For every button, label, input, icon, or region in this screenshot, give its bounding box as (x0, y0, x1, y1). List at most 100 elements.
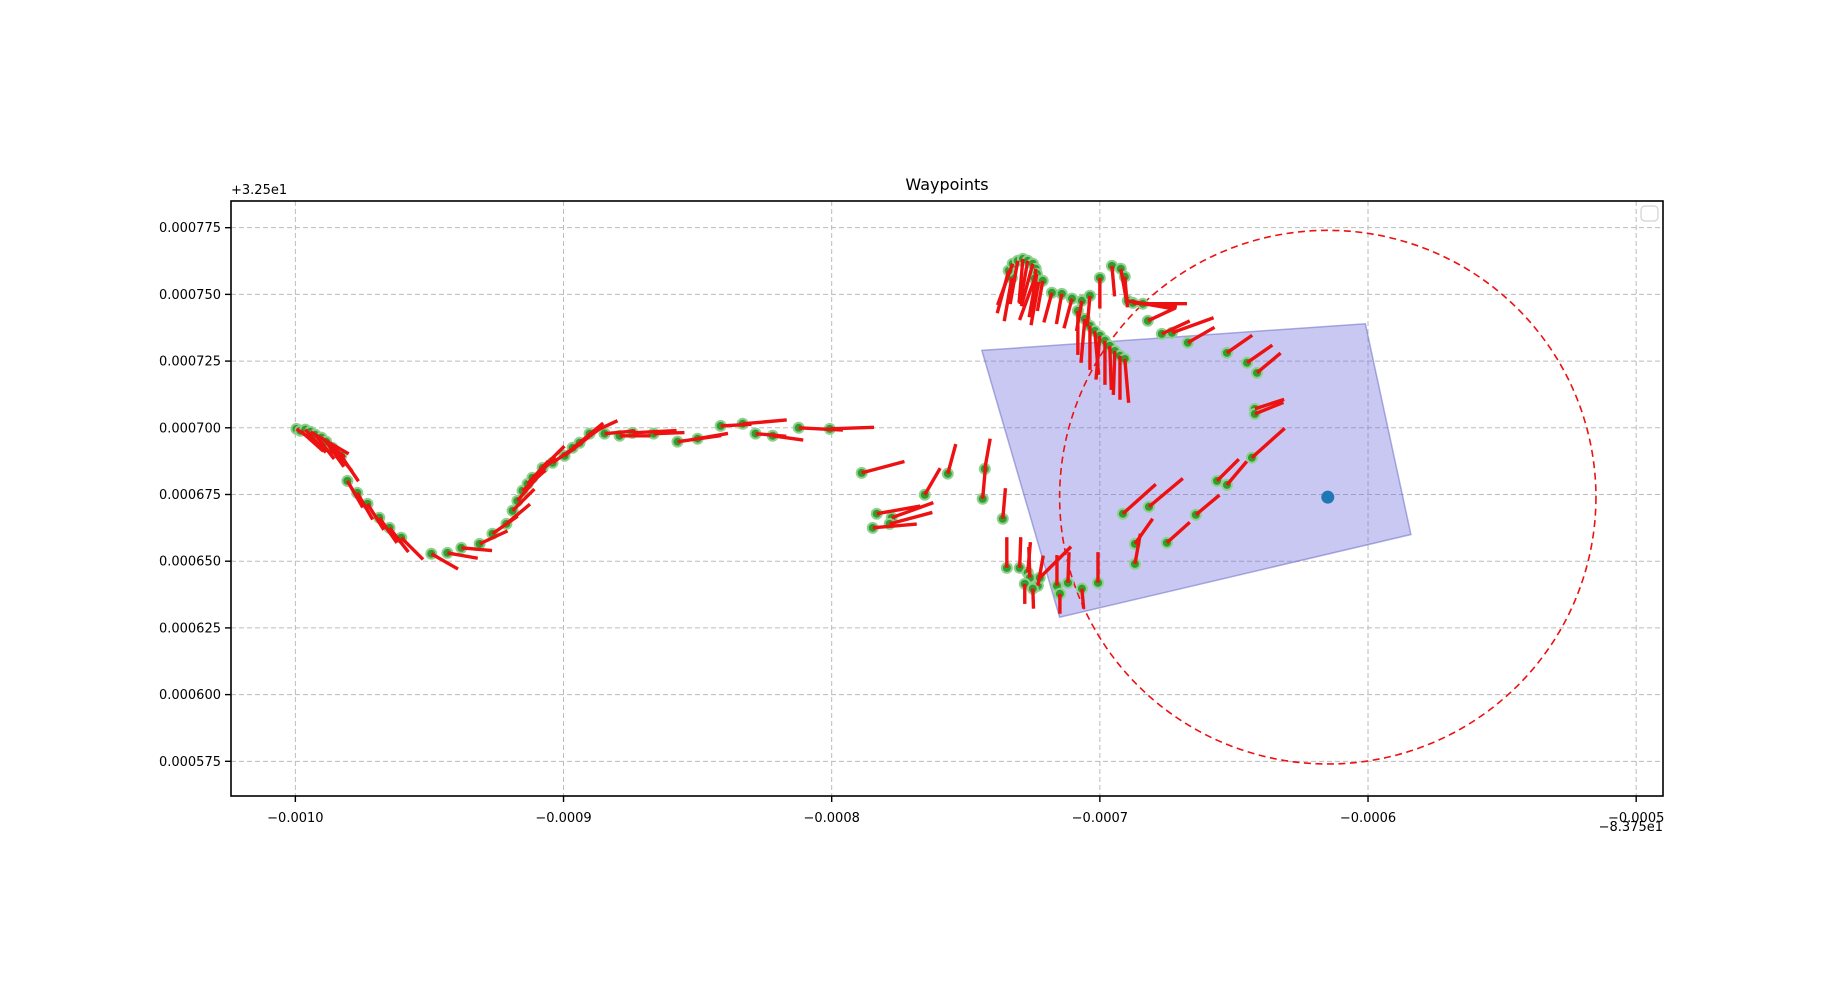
heading-segment (1123, 358, 1131, 403)
legend-box (1640, 205, 1659, 222)
y-axis-offset-label: +3.25e1 (231, 183, 288, 198)
current-position (1321, 490, 1335, 504)
heading-segment (505, 502, 532, 526)
heading-segment (1008, 260, 1020, 305)
heading-segment (1254, 400, 1285, 416)
heading-segment (653, 430, 685, 436)
x-tick-label: −0.0008 (803, 811, 859, 826)
heading-segment (521, 468, 547, 493)
heading-segment (1255, 351, 1282, 375)
boundary (980, 322, 1412, 619)
heading-segment (829, 425, 875, 431)
heading-segment (1225, 333, 1254, 355)
y-tick-label: 0.000775 (159, 221, 221, 236)
heading-segment (923, 467, 942, 496)
heading-segment (1017, 258, 1025, 303)
heading-segment (304, 428, 328, 454)
heading-segment (447, 551, 479, 560)
x-tick-label: −0.0005 (1608, 811, 1664, 826)
heading-segment (632, 428, 677, 435)
y-tick-label: 0.000700 (159, 421, 221, 436)
heading-segment (1036, 555, 1045, 587)
heading-segment (345, 480, 365, 509)
tick-labels: −0.0010 −0.0009 −0.0008 −0.0007 −0.0006 −0.00… (159, 221, 1664, 826)
y-tick-label: 0.000650 (159, 555, 221, 570)
y-tick-label: 0.000600 (159, 688, 221, 703)
heading-segment (1165, 520, 1191, 545)
y-tick-label: 0.000750 (159, 288, 221, 303)
plot-title: Waypoints (905, 175, 989, 194)
heading-segment (1123, 276, 1130, 308)
heading-segment (889, 510, 933, 526)
heading-segment (355, 492, 375, 521)
heading-segment (1027, 547, 1032, 578)
heading-segment (1085, 295, 1092, 327)
heading-segment (339, 454, 360, 483)
heading-segment (366, 502, 386, 531)
heading-segment (1019, 263, 1035, 307)
heading-segment (1002, 277, 1014, 322)
heading-segment (872, 522, 917, 530)
heading-segment (400, 536, 425, 561)
axes-frame (230, 200, 1664, 797)
heading-segment (1042, 292, 1054, 323)
heading-segment (1017, 537, 1023, 568)
heading-segment (1215, 457, 1241, 483)
heading-segment (604, 429, 636, 436)
heading-segment (1017, 278, 1037, 321)
heading-segment (1054, 293, 1064, 325)
heading-segment (1171, 316, 1215, 335)
grid (231, 201, 1663, 796)
heading-segment (1018, 260, 1030, 305)
heading-segment (1001, 488, 1008, 519)
heading-segment (1066, 552, 1071, 583)
x-tick-label: −0.0009 (535, 811, 591, 826)
heading-segment (541, 444, 566, 470)
heading-segment (946, 443, 958, 475)
axes-border (230, 200, 1664, 797)
heading-segment (1035, 280, 1045, 312)
heading-segment (1029, 281, 1041, 326)
heading-segment (1094, 335, 1102, 380)
heading-segment (995, 263, 1015, 306)
heading-segment (772, 434, 804, 442)
tick-marks (225, 226, 1637, 802)
heading-segment (461, 546, 493, 553)
heading-segment (742, 418, 787, 426)
current-position-dot (1321, 490, 1335, 504)
heading-segment (1194, 493, 1221, 517)
heading-segment (388, 526, 410, 554)
heading-segment (1080, 588, 1086, 609)
heading-segment (876, 504, 921, 516)
heading-segment (1111, 350, 1117, 396)
heading-segment (1246, 343, 1274, 365)
heading-segment (313, 433, 336, 460)
heading-segment (1108, 345, 1114, 390)
heading-segment (1250, 426, 1286, 459)
heading-segments (295, 258, 1286, 614)
x-tick-label: −0.0006 (1340, 811, 1396, 826)
heading-segment (980, 468, 988, 499)
heading-segment (478, 529, 509, 546)
y-tick-label: 0.000675 (159, 488, 221, 503)
range (1058, 229, 1597, 765)
heading-segment (511, 487, 536, 512)
heading-segment (377, 516, 399, 544)
x-tick-label: −0.0007 (1072, 811, 1128, 826)
heading-segment (1031, 588, 1036, 609)
heading-segment (1186, 325, 1216, 345)
heading-segment (1062, 298, 1074, 329)
heading-segment (1110, 265, 1117, 297)
heading-segment (1147, 306, 1177, 323)
y-tick-label: 0.000625 (159, 621, 221, 636)
x-axis-offset-label: −8.375e1 (1598, 820, 1663, 835)
y-tick-label: 0.000725 (159, 355, 221, 370)
heading-segment (1225, 460, 1249, 486)
heading-segment (697, 431, 729, 441)
heading-segment (983, 438, 992, 470)
heading-segment (430, 552, 459, 571)
heading-segment (1121, 482, 1157, 515)
heading-segment (1254, 397, 1285, 411)
